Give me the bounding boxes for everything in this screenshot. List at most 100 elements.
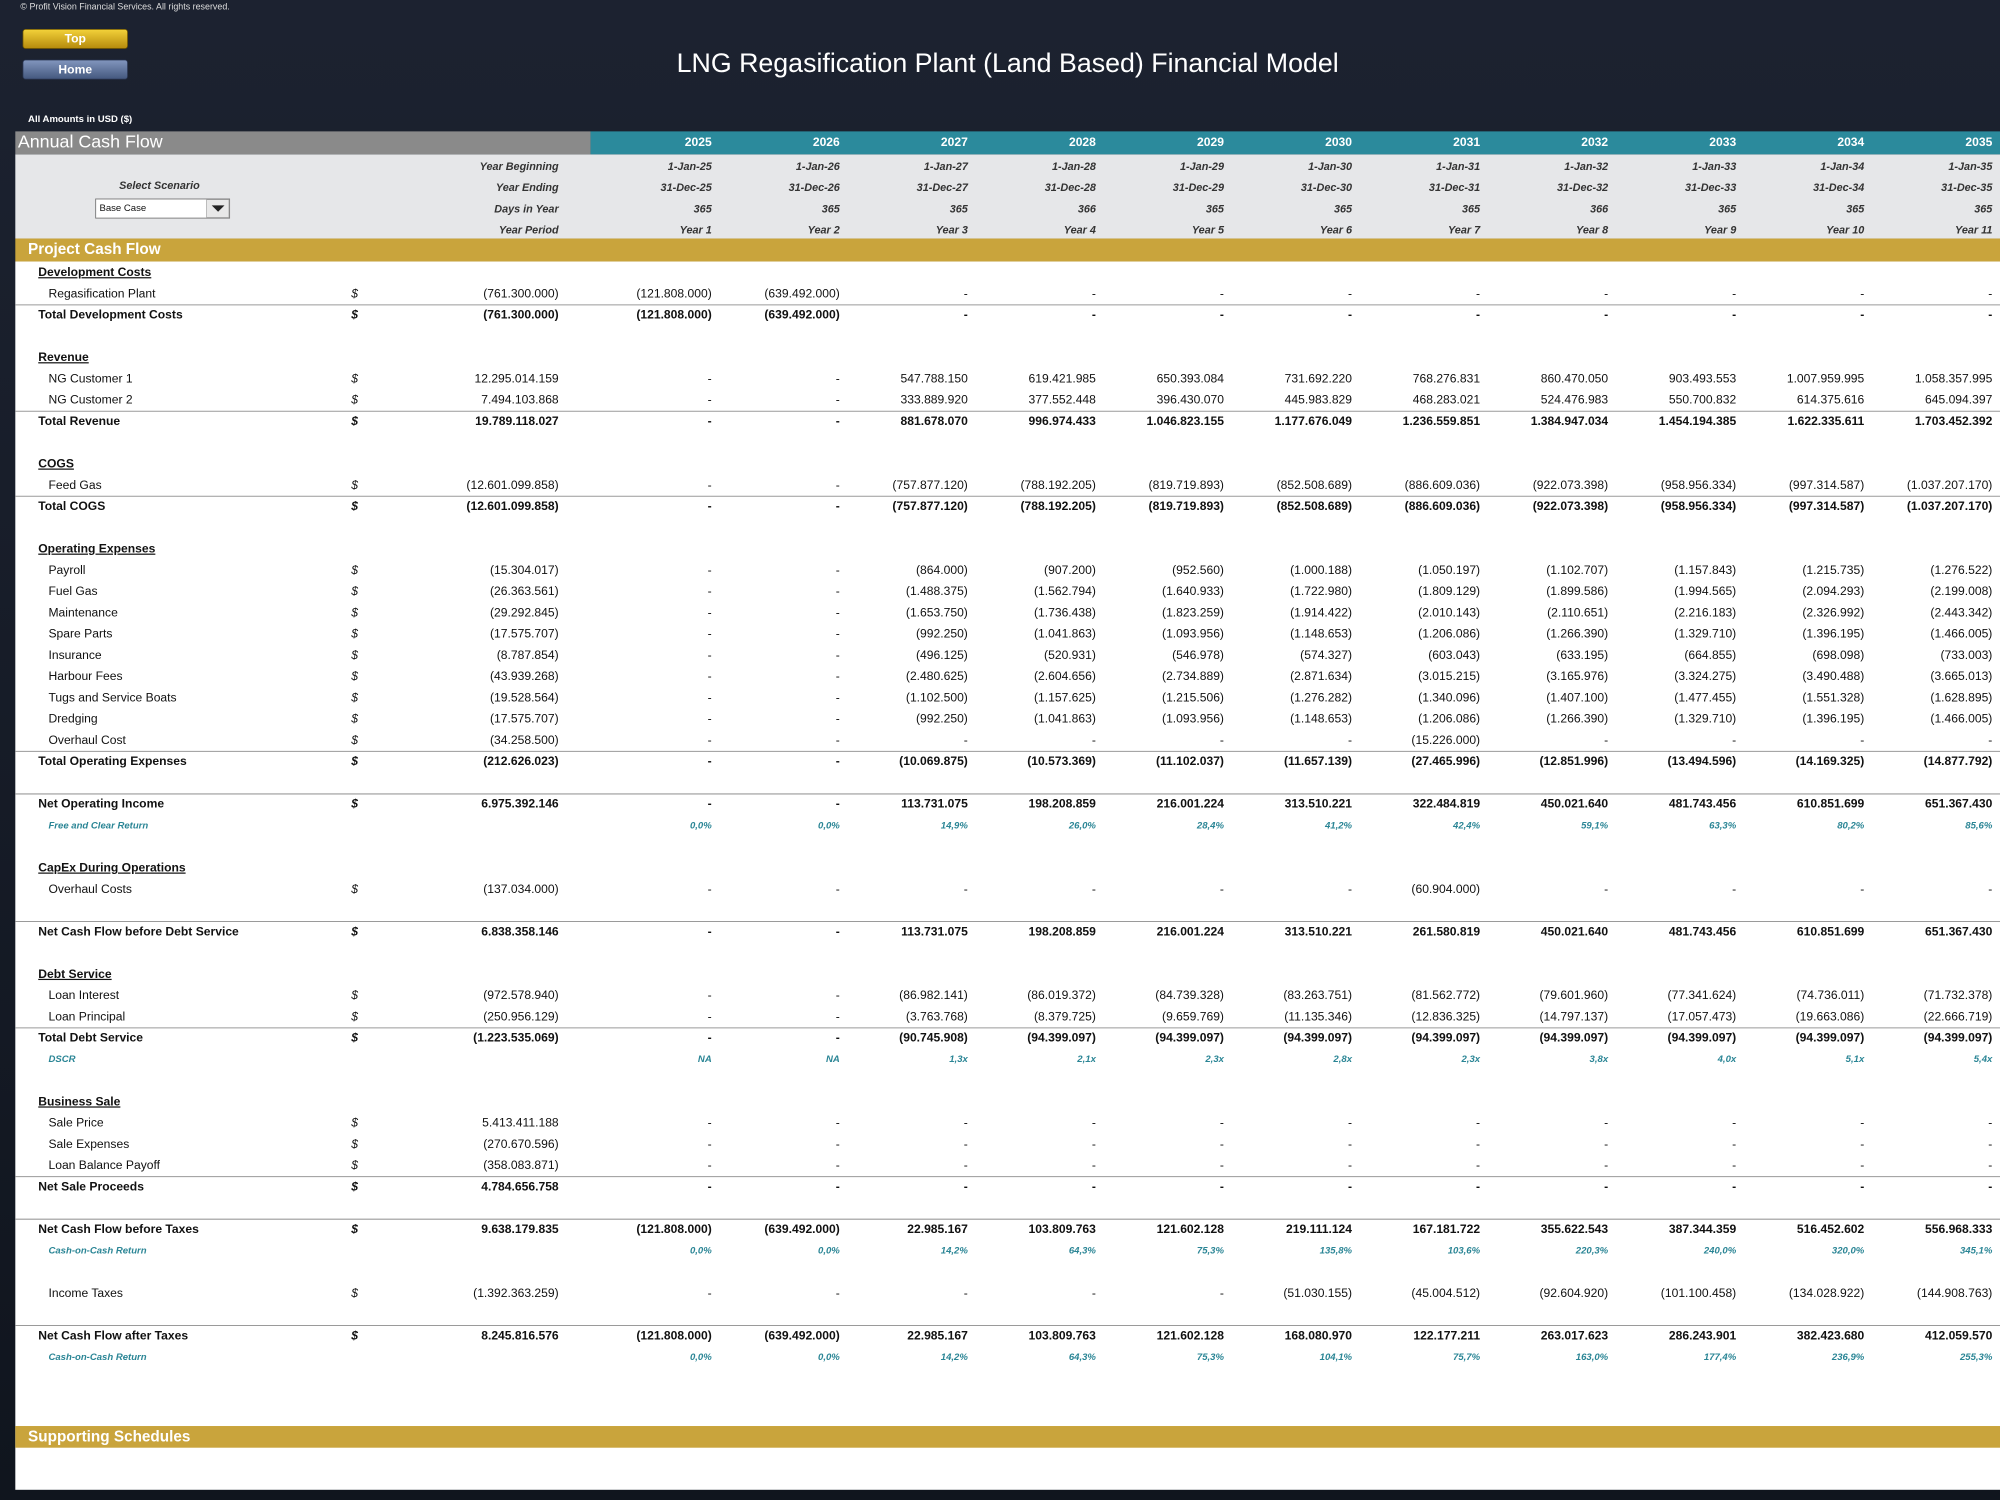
cell: 163,0% xyxy=(1576,1352,1609,1363)
cell: - xyxy=(1604,882,1608,896)
cell: - xyxy=(708,1179,712,1193)
header-cell: 1-Jan-31 xyxy=(1436,161,1480,173)
scenario-dropdown[interactable] xyxy=(95,198,231,219)
cell: 64,3% xyxy=(1069,1246,1097,1257)
cell: 333.889.920 xyxy=(901,393,969,407)
unit: $ xyxy=(350,712,358,726)
dropdown-arrow xyxy=(211,205,225,212)
cell: 5,1x xyxy=(1846,1054,1865,1065)
unit: $ xyxy=(350,1009,358,1023)
cell: (819.719.893) xyxy=(1149,499,1224,513)
cell: - xyxy=(836,393,840,407)
cell: - xyxy=(1860,882,1864,896)
cell: 412.059.570 xyxy=(1925,1328,1993,1342)
top-button-label[interactable]: Top xyxy=(65,32,86,46)
cell: - xyxy=(1860,733,1864,747)
total-cell: (250.956.129) xyxy=(483,1009,558,1023)
cell: (1.823.259) xyxy=(1162,605,1224,619)
cell: 22.985.167 xyxy=(907,1328,968,1342)
cell: 286.243.901 xyxy=(1669,1328,1737,1342)
cell: (144.908.763) xyxy=(1917,1286,1992,1300)
total-cell: (19.528.564) xyxy=(490,690,559,704)
cell: - xyxy=(836,733,840,747)
cell: - xyxy=(964,1158,968,1172)
unit: $ xyxy=(350,627,358,641)
cell: 64,3% xyxy=(1069,1352,1097,1363)
cell: (992.250) xyxy=(916,712,968,726)
cell: 313.510.221 xyxy=(1285,797,1353,811)
home-button-label[interactable]: Home xyxy=(58,62,92,76)
cell: - xyxy=(708,478,712,492)
cell: - xyxy=(708,924,712,938)
cell: - xyxy=(1476,1158,1480,1172)
cell: 322.484.819 xyxy=(1413,797,1481,811)
header-cell: 1-Jan-35 xyxy=(1948,161,1993,173)
cell: (1.206.086) xyxy=(1418,712,1480,726)
unit: $ xyxy=(350,371,358,385)
cell: - xyxy=(1476,308,1480,322)
cell: (1.041.863) xyxy=(1034,712,1096,726)
cell: (121.808.000) xyxy=(636,1222,711,1236)
total-cell: 6.975.392.146 xyxy=(481,797,559,811)
cell: (81.562.772) xyxy=(1411,988,1480,1002)
total-cell: (12.601.099.858) xyxy=(466,478,558,492)
cell: 387.344.359 xyxy=(1669,1222,1737,1236)
cell: - xyxy=(1348,882,1352,896)
cell: - xyxy=(1604,1137,1608,1151)
header-cell: 31-Dec-33 xyxy=(1685,182,1736,194)
header-cell: 31-Dec-32 xyxy=(1557,182,1608,194)
total-cell: 4.784.656.758 xyxy=(481,1179,559,1193)
cell: 75,3% xyxy=(1197,1246,1225,1257)
cell: (2.326.992) xyxy=(1802,605,1864,619)
cell: - xyxy=(708,1116,712,1130)
cell: (15.226.000) xyxy=(1411,733,1480,747)
scenario-value[interactable]: Base Case xyxy=(99,203,146,214)
total-cell: (8.787.854) xyxy=(497,648,559,662)
cell: 2,1x xyxy=(1076,1054,1096,1065)
cell: (639.492.000) xyxy=(764,1328,839,1342)
cell: (1.102.500) xyxy=(906,690,968,704)
cell: 2,8x xyxy=(1332,1054,1352,1065)
item-label: NG Customer 2 xyxy=(48,393,132,407)
cell: 113.731.075 xyxy=(901,797,968,811)
cell: - xyxy=(1604,1179,1608,1193)
cell: - xyxy=(836,1009,840,1023)
top-button[interactable] xyxy=(22,28,128,49)
cell: - xyxy=(708,733,712,747)
cell: - xyxy=(708,563,712,577)
cell: 2,3x xyxy=(1204,1054,1224,1065)
cell: - xyxy=(1092,882,1096,896)
cell: (603.043) xyxy=(1428,648,1480,662)
header-cell: Year 2 xyxy=(808,225,840,237)
cell: - xyxy=(836,1158,840,1172)
ratio-label: Free and Clear Return xyxy=(48,820,148,831)
header-cell: 31-Dec-34 xyxy=(1813,182,1864,194)
cell: (1.276.522) xyxy=(1930,563,1992,577)
cell: - xyxy=(1988,1158,1992,1172)
cell: - xyxy=(1988,1179,1992,1193)
cell: (14.877.792) xyxy=(1924,754,1993,768)
cell: - xyxy=(1348,733,1352,747)
total-label: Total Revenue xyxy=(38,414,120,428)
cell: (574.327) xyxy=(1300,648,1352,662)
unit: $ xyxy=(350,1158,358,1172)
cell: (3.665.013) xyxy=(1930,669,1992,683)
cell: (84.739.328) xyxy=(1155,988,1224,1002)
cell: (2.734.889) xyxy=(1162,669,1224,683)
cell: - xyxy=(1092,1116,1096,1130)
heading-label: Development Costs xyxy=(38,265,151,279)
header-cell: 31-Dec-28 xyxy=(1045,182,1096,194)
cell: 198.208.859 xyxy=(1029,797,1097,811)
cell: - xyxy=(1220,1179,1224,1193)
cell: (907.200) xyxy=(1044,563,1096,577)
home-button[interactable] xyxy=(22,59,128,80)
cell: 345,1% xyxy=(1960,1246,1993,1257)
info-band xyxy=(15,154,2000,239)
cell: (1.340.096) xyxy=(1418,690,1480,704)
year-label: 2029 xyxy=(1197,135,1224,149)
cell: - xyxy=(708,499,712,513)
item-label: Payroll xyxy=(48,563,85,577)
cell: (3.015.215) xyxy=(1418,669,1480,683)
header-cell: 366 xyxy=(1590,203,1609,215)
